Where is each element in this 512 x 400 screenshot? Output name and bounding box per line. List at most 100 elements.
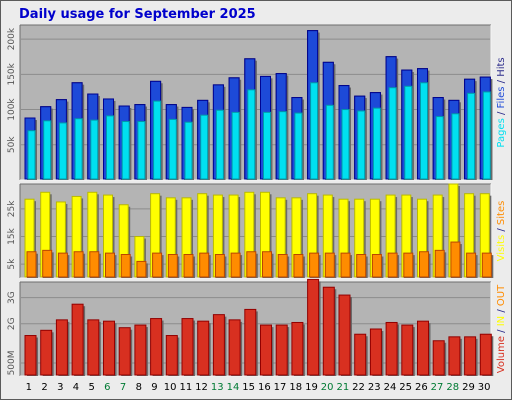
- bar-sites-day-4: [73, 251, 84, 278]
- x-tick-label: 28: [446, 382, 459, 393]
- bar-pages-day-2: [43, 120, 52, 180]
- bar-sites-day-24: [387, 252, 398, 278]
- y-tick-label: 100k: [7, 98, 17, 121]
- bar-volume-day-7: [118, 327, 131, 376]
- bar-sites-day-19: [309, 252, 320, 278]
- x-tick-label: 11: [179, 382, 192, 393]
- x-tick-label: 15: [242, 382, 255, 393]
- bar-volume-day-17: [275, 324, 288, 376]
- bar-sites-day-21: [340, 252, 351, 278]
- bar-volume-day-29: [464, 336, 477, 376]
- x-tick-label: 9: [151, 382, 157, 393]
- bar-sites-day-14: [230, 252, 241, 278]
- bar-pages-day-23: [372, 107, 381, 180]
- bar-volume-day-3: [55, 319, 68, 376]
- x-tick-label: 22: [352, 382, 365, 393]
- x-tick-label: 1: [26, 382, 32, 393]
- bar-volume-day-13: [212, 314, 225, 376]
- x-tick-label: 13: [211, 382, 224, 393]
- axis-label-part: IN: [496, 316, 507, 326]
- bar-sites-day-22: [356, 254, 367, 278]
- bar-sites-day-2: [42, 249, 53, 278]
- bar-pages-day-10: [168, 118, 177, 180]
- bar-sites-day-18: [293, 254, 304, 278]
- x-tick-label: 7: [120, 382, 126, 393]
- bar-pages-day-9: [153, 100, 162, 180]
- axis-label-kbytes: Volume / IN / OUT: [496, 284, 507, 373]
- bar-volume-day-16: [260, 324, 272, 376]
- y-tick-label: 25k: [7, 200, 17, 217]
- y-tick-label: 150k: [7, 62, 17, 85]
- y-tick-label: 2G: [7, 317, 17, 330]
- bar-sites-day-27: [434, 249, 445, 278]
- bar-pages-day-22: [357, 110, 366, 180]
- bar-pages-day-3: [58, 122, 67, 180]
- bar-volume-day-14: [228, 319, 241, 376]
- x-tick-label: 23: [368, 382, 381, 393]
- bar-sites-day-17: [277, 254, 288, 278]
- bar-pages-day-20: [325, 104, 334, 180]
- y-tick-label: 15k: [7, 227, 17, 244]
- bar-sites-day-10: [167, 254, 178, 278]
- bar-volume-day-20: [322, 286, 335, 376]
- bar-sites-day-28: [450, 241, 461, 278]
- x-tick-label: 19: [305, 382, 318, 393]
- axis-label-hits_files_pages: Pages / Files / Hits: [496, 57, 507, 147]
- bar-sites-day-30: [481, 252, 492, 278]
- bar-volume-day-22: [354, 333, 367, 376]
- bar-pages-day-17: [278, 111, 287, 180]
- x-tick-label: 27: [431, 382, 444, 393]
- bar-volume-day-21: [338, 294, 351, 376]
- axis-label-part: Visits: [496, 235, 507, 262]
- bar-pages-day-24: [388, 87, 397, 180]
- bar-sites-day-12: [199, 252, 210, 278]
- axis-label-part: /: [496, 77, 507, 87]
- x-tick-label: 21: [336, 382, 349, 393]
- bar-sites-day-3: [57, 252, 68, 278]
- bar-sites-day-15: [246, 251, 257, 278]
- bar-pages-day-19: [310, 82, 319, 180]
- x-tick-label: 12: [195, 382, 208, 393]
- bar-volume-day-26: [417, 320, 429, 376]
- bar-pages-day-21: [341, 109, 350, 180]
- x-tick-label: 3: [57, 382, 63, 393]
- bar-pages-day-29: [467, 92, 476, 180]
- bar-pages-day-26: [420, 82, 428, 180]
- bar-sites-day-1: [26, 251, 37, 278]
- x-tick-label: 6: [104, 382, 110, 393]
- bar-volume-day-30: [479, 333, 492, 376]
- bar-volume-day-8: [134, 324, 147, 376]
- y-tick-label: 3G: [7, 291, 17, 304]
- bar-sites-day-11: [183, 254, 194, 278]
- bar-volume-day-9: [150, 318, 163, 376]
- y-tick-label: 5k: [7, 258, 17, 270]
- bar-volume-day-12: [197, 320, 210, 376]
- x-tick-label: 5: [88, 382, 94, 393]
- x-tick-label: 29: [462, 382, 475, 393]
- x-tick-label: 26: [415, 382, 428, 393]
- bar-pages-day-11: [184, 121, 193, 180]
- x-tick-label: 20: [321, 382, 334, 393]
- bar-volume-day-28: [448, 336, 461, 376]
- bar-volume-day-24: [385, 321, 398, 376]
- x-tick-label: 24: [384, 382, 397, 393]
- bar-volume-day-10: [165, 335, 178, 376]
- axis-label-part: Hits: [496, 57, 507, 76]
- bar-pages-day-7: [121, 121, 130, 180]
- bar-volume-day-19: [307, 278, 320, 376]
- axis-label-part: Volume: [496, 336, 507, 373]
- axis-label-part: /: [496, 225, 507, 235]
- bar-sites-day-8: [136, 260, 147, 278]
- bar-pages-day-14: [231, 111, 240, 180]
- bar-sites-day-25: [403, 252, 414, 278]
- bar-pages-day-5: [90, 119, 99, 180]
- bar-pages-day-6: [106, 115, 114, 180]
- bar-pages-day-30: [482, 91, 491, 180]
- bar-pages-day-27: [435, 116, 444, 180]
- y-tick-label: 200k: [7, 27, 17, 50]
- bar-volume-day-5: [87, 319, 100, 376]
- y-tick-label: 50k: [7, 136, 17, 153]
- x-tick-label: 16: [258, 382, 271, 393]
- bar-volume-day-18: [291, 321, 304, 376]
